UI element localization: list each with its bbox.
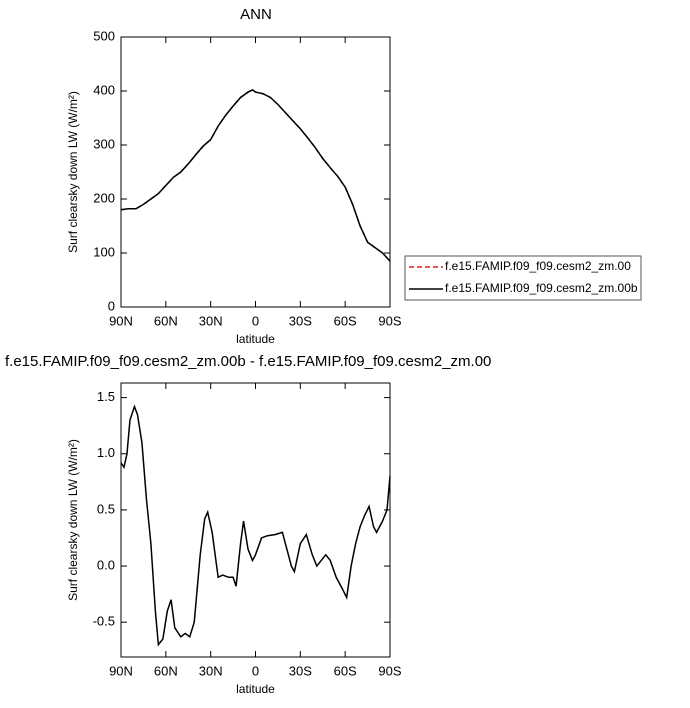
chart-title: f.e15.FAMIP.f09_f09.cesm2_zm.00b - f.e15… — [5, 353, 491, 370]
x-axis-label: latitude — [236, 682, 275, 696]
plot-frame — [120, 36, 391, 308]
x-axis-label: latitude — [236, 332, 275, 346]
series-line — [120, 89, 391, 262]
x-tick-label: 60S — [334, 663, 357, 678]
y-tick-label: 400 — [93, 82, 115, 97]
y-tick-label: 0.0 — [97, 557, 115, 572]
panel: ANN 0 100 200 300 400 500 90N 60N 30N 0 30S 60S 90S la… — [66, 6, 642, 346]
y-axis-label: Surf clearsky down LW (W/m²) — [66, 91, 80, 253]
plot-frame — [120, 382, 391, 658]
legend-label: f.e15.FAMIP.f09_f09.cesm2_zm.00 — [445, 259, 631, 273]
y-tick-label: 1.5 — [97, 389, 115, 404]
y-tick-label: -0.5 — [93, 614, 115, 629]
legend-box — [404, 255, 642, 301]
x-tick-label: 0 — [252, 663, 259, 678]
x-tick-label: 60N — [154, 313, 178, 328]
x-tick-label: 90S — [378, 663, 401, 678]
y-tick-label: 100 — [93, 244, 115, 259]
y-tick-label: 1.0 — [97, 445, 115, 460]
x-tick-label: 30N — [199, 663, 223, 678]
x-tick-label: 60N — [154, 663, 178, 678]
x-tick-label: 30N — [199, 313, 223, 328]
x-tick-label: 0 — [252, 313, 259, 328]
y-tick-label: 300 — [93, 136, 115, 151]
y-tick-label: 0.5 — [97, 501, 115, 516]
x-tick-label: 60S — [334, 313, 357, 328]
x-tick-label: 30S — [289, 313, 312, 328]
chart-title: ANN — [240, 6, 272, 23]
y-tick-label: 200 — [93, 190, 115, 205]
x-tick-label: 30S — [289, 663, 312, 678]
legend-label: f.e15.FAMIP.f09_f09.cesm2_zm.00b — [445, 281, 638, 295]
series-line — [120, 404, 391, 647]
panel: f.e15.FAMIP.f09_f09.cesm2_zm.00b - f.e15… — [5, 353, 491, 696]
y-tick-label: 0 — [108, 298, 115, 313]
y-axis-label: Surf clearsky down LW (W/m²) — [66, 439, 80, 601]
x-tick-label: 90N — [109, 663, 133, 678]
series-line — [120, 89, 391, 262]
y-tick-label: 500 — [93, 28, 115, 43]
x-tick-label: 90N — [109, 313, 133, 328]
x-tick-label: 90S — [378, 313, 401, 328]
